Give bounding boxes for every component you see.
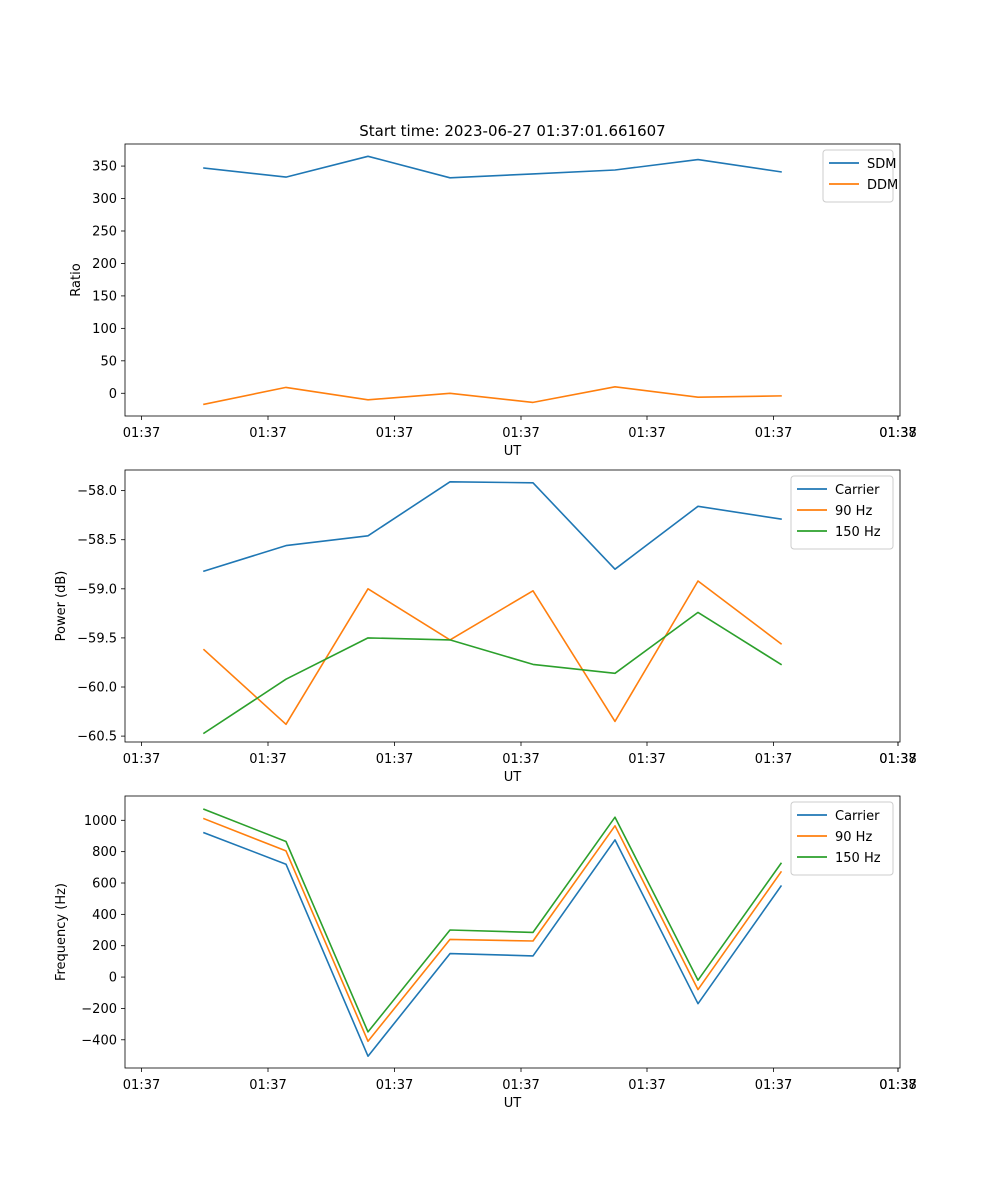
y-tick-label: 350 <box>92 160 117 175</box>
y-tick-label: −58.5 <box>77 533 117 548</box>
legend-label: Carrier <box>835 483 880 498</box>
y-tick-label: 1000 <box>84 814 117 829</box>
x-tick-label: 01:38 <box>879 426 916 441</box>
y-axis-label: Frequency (Hz) <box>54 883 69 981</box>
series-line-90-hz <box>202 817 783 1043</box>
legend-label: Carrier <box>835 809 880 824</box>
y-axis-label: Ratio <box>69 263 84 296</box>
x-tick-label: 01:37 <box>628 752 665 767</box>
y-tick-label: −59.5 <box>77 631 117 646</box>
x-tick-label: 01:37 <box>249 426 286 441</box>
y-tick-label: 50 <box>100 354 117 369</box>
y-tick-label: 600 <box>92 877 117 892</box>
y-tick-label: −60.0 <box>77 681 117 696</box>
x-tick-label: 01:38 <box>879 1078 916 1093</box>
y-tick-label: −400 <box>81 1033 117 1048</box>
x-tick-label: 01:38 <box>879 752 916 767</box>
chart-panels: 01:37 01:37 01:37 01:37 01:37 01:37 01:3701:38… <box>54 143 917 1111</box>
series-line-90-hz <box>202 580 783 726</box>
y-tick-label: 400 <box>92 908 117 923</box>
y-tick-label: −59.0 <box>77 582 117 597</box>
x-tick-label: 01:37 <box>628 1078 665 1093</box>
legend: Carrier 90 Hz 150 Hz <box>790 475 894 550</box>
axes-frame <box>124 469 901 743</box>
x-tick-label: 01:37 <box>628 426 665 441</box>
y-tick-label: −60.5 <box>77 730 117 745</box>
legend-label: 90 Hz <box>835 504 872 519</box>
x-tick-label: 01:37 <box>123 426 160 441</box>
y-tick-label: 0 <box>109 387 117 402</box>
x-tick-label: 01:37 <box>502 426 539 441</box>
x-tick-label: 01:37 <box>879 1078 916 1093</box>
x-tick-label: 01:37 <box>376 752 413 767</box>
series-line-150-hz <box>202 808 783 1033</box>
legend-label: SDM <box>867 157 896 172</box>
chart-panel-1: 01:37 01:37 01:37 01:37 01:37 01:37 01:3701:38… <box>69 143 917 459</box>
chart-panel-2: 01:37 01:37 01:37 01:37 01:37 01:37 01:3701:38… <box>54 469 917 785</box>
series-line-sdm <box>203 155 782 179</box>
x-tick-label: 01:37 <box>502 1078 539 1093</box>
x-tick-label: 01:37 <box>249 752 286 767</box>
y-tick-label: −58.0 <box>77 484 117 499</box>
x-axis-label: UT <box>504 1096 522 1111</box>
y-tick-label: 100 <box>92 322 117 337</box>
legend-label: 150 Hz <box>835 525 881 540</box>
x-axis-label: UT <box>504 770 522 785</box>
y-tick-label: 200 <box>92 257 117 272</box>
x-tick-label: 01:37 <box>755 752 792 767</box>
legend: SDM DDM <box>822 149 898 203</box>
x-tick-label: 01:37 <box>123 752 160 767</box>
axes-frame <box>124 795 901 1069</box>
x-tick-label: 01:37 <box>879 426 916 441</box>
series-line-carrier <box>202 831 783 1057</box>
y-axis-label: Power (dB) <box>54 571 69 642</box>
x-tick-label: 01:37 <box>502 752 539 767</box>
chart-panel-3: 01:37 01:37 01:37 01:37 01:37 01:37 01:3701:38… <box>54 795 917 1111</box>
x-tick-label: 01:37 <box>376 426 413 441</box>
series-line-ddm <box>203 385 782 406</box>
legend-label: DDM <box>867 178 898 193</box>
figure-title: Start time: 2023-06-27 01:37:01.661607 <box>359 122 665 140</box>
y-tick-label: 0 <box>109 971 117 986</box>
x-tick-label: 01:37 <box>249 1078 286 1093</box>
y-tick-label: 150 <box>92 289 117 304</box>
x-axis-label: UT <box>504 444 522 459</box>
legend: Carrier 90 Hz 150 Hz <box>790 801 894 876</box>
axes-frame <box>124 143 901 417</box>
series-line-150-hz <box>202 611 783 735</box>
x-tick-label: 01:37 <box>755 1078 792 1093</box>
legend-label: 150 Hz <box>835 851 881 866</box>
y-tick-label: −200 <box>81 1002 117 1017</box>
y-tick-label: 800 <box>92 845 117 860</box>
y-tick-label: 300 <box>92 192 117 207</box>
x-tick-label: 01:37 <box>123 1078 160 1093</box>
y-tick-label: 200 <box>92 939 117 954</box>
y-tick-label: 250 <box>92 224 117 239</box>
x-tick-label: 01:37 <box>376 1078 413 1093</box>
x-tick-label: 01:37 <box>755 426 792 441</box>
series-line-carrier <box>202 480 782 573</box>
legend-label: 90 Hz <box>835 830 872 845</box>
x-tick-label: 01:37 <box>879 752 916 767</box>
